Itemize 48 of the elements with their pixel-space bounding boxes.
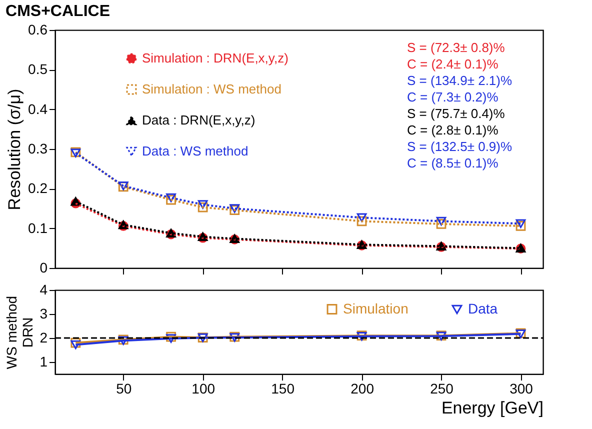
- point: [166, 334, 176, 343]
- annotation: C = (2.8± 0.1)%: [407, 122, 499, 138]
- x-tick-label: 300: [510, 380, 534, 396]
- point: [166, 332, 176, 342]
- y-tick-label: 0.4: [28, 100, 48, 117]
- x-tick-label: 200: [350, 380, 374, 396]
- point: [436, 219, 446, 229]
- y-tick-label: 0.6: [28, 22, 48, 38]
- point: [70, 340, 81, 350]
- annotation: C = (7.3± 0.2)%: [407, 90, 499, 104]
- y-tick-label: 0.2: [28, 180, 48, 196]
- legend-label: Data: [468, 300, 498, 316]
- x-tick-label: 50: [116, 380, 132, 396]
- point: [198, 200, 208, 209]
- y-tick-label: 1: [40, 354, 48, 370]
- x-axis-title: Energy [GeV]: [441, 398, 544, 418]
- annotation: S = (75.7± 0.4)%: [407, 106, 506, 121]
- x-tick-label: 100: [192, 380, 216, 396]
- y-tick-label: 0.5: [28, 61, 48, 78]
- legend-label: Simulation : DRN(E,x,y,z): [142, 50, 288, 66]
- y-axis-title: Resolution (σ/μ): [5, 88, 24, 210]
- point: [356, 213, 367, 222]
- legend-label: Simulation: [343, 300, 408, 316]
- y-tick-label: 3: [40, 306, 48, 322]
- point: [436, 216, 446, 226]
- point: [198, 202, 208, 212]
- point: [166, 193, 176, 202]
- annotation: S = (134.9± 2.1)%: [407, 73, 512, 88]
- x-tick-label: 150: [271, 380, 295, 396]
- y-tick-label: 0.3: [28, 140, 48, 156]
- annotation: S = (72.3± 0.8)%: [407, 40, 506, 55]
- x-tick-label: 250: [430, 380, 454, 396]
- point: [356, 216, 367, 226]
- point: [70, 338, 81, 348]
- legend-label: Data : WS method: [142, 144, 248, 158]
- point: [230, 204, 240, 213]
- y-tick-label: 2: [40, 330, 48, 346]
- annotation: C = (8.5± 0.1)%: [407, 156, 499, 170]
- y-axis-title: WS method DRN: [4, 296, 36, 370]
- y-tick-label: 0.1: [28, 220, 48, 236]
- point: [516, 219, 526, 228]
- y-tick-label: 4: [40, 282, 48, 298]
- chart-title: CMS+CALICE: [6, 3, 110, 20]
- y-tick-label: 0: [40, 260, 48, 276]
- annotation: S = (132.5± 0.9)%: [407, 139, 512, 154]
- legend-label: Simulation : WS method: [142, 82, 282, 96]
- annotation: C = (2.4± 0.1)%: [407, 56, 499, 72]
- legend-label: Data : DRN(E,x,y,z): [142, 112, 256, 128]
